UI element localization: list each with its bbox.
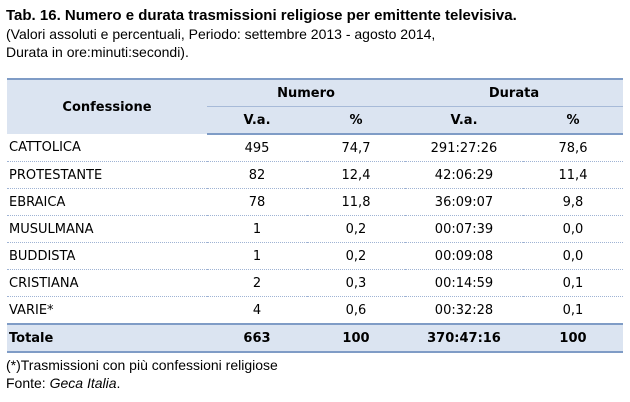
- cell-numero-pct: 0,2: [307, 242, 405, 270]
- table-row: BUDDISTA 1 0,2 00:09:08 0,0: [7, 242, 623, 270]
- cell-durata-va: 00:14:59: [405, 269, 523, 297]
- header-durata: Durata: [405, 78, 623, 107]
- cell-durata-pct: 9,8: [523, 188, 623, 216]
- cell-durata-va: 42:06:29: [405, 161, 523, 189]
- religious-broadcasts-table: Confessione Numero Durata V.a. % V.a. % …: [7, 78, 623, 353]
- cell-confessione: EBRAICA: [7, 188, 207, 216]
- table-row: EBRAICA 78 11,8 36:09:07 9,8: [7, 188, 623, 216]
- cell-confessione: MUSULMANA: [7, 215, 207, 243]
- table-subtitle-line2: Durata in ore:minuti:secondi).: [6, 44, 189, 60]
- footnote: (*)Trasmissioni con più confessioni reli…: [6, 357, 278, 373]
- header-numero: Numero: [207, 78, 405, 107]
- cell-numero-va: 4: [207, 296, 307, 325]
- table-row: PROTESTANTE 82 12,4 42:06:29 11,4: [7, 161, 623, 189]
- total-durata-pct: 100: [523, 323, 623, 353]
- cell-confessione: CRISTIANA: [7, 269, 207, 297]
- table-subtitle-line1: (Valori assoluti e percentuali, Periodo:…: [6, 26, 436, 42]
- header-numero-va: V.a.: [207, 106, 307, 135]
- cell-durata-va: 00:09:08: [405, 242, 523, 270]
- cell-durata-va: 36:09:07: [405, 188, 523, 216]
- cell-numero-va: 82: [207, 161, 307, 189]
- header-confessione: Confessione: [7, 78, 207, 134]
- table-row: MUSULMANA 1 0,2 00:07:39 0,0: [7, 215, 623, 243]
- table-row: VARIE* 4 0,6 00:32:28 0,1: [7, 296, 623, 325]
- header-numero-pct: %: [307, 106, 405, 135]
- source-end: .: [116, 375, 121, 391]
- cell-numero-pct: 12,4: [307, 161, 405, 189]
- cell-numero-pct: 0,6: [307, 296, 405, 325]
- cell-durata-pct: 11,4: [523, 161, 623, 189]
- cell-numero-pct: 74,7: [307, 134, 405, 162]
- table-notes: (*)Trasmissioni con più confessioni reli…: [6, 356, 278, 392]
- cell-numero-va: 1: [207, 215, 307, 243]
- cell-numero-pct: 11,8: [307, 188, 405, 216]
- cell-numero-pct: 0,3: [307, 269, 405, 297]
- header-durata-va: V.a.: [405, 106, 523, 135]
- cell-numero-va: 1: [207, 242, 307, 270]
- cell-durata-pct: 0,0: [523, 242, 623, 270]
- cell-numero-pct: 0,2: [307, 215, 405, 243]
- table-title: Tab. 16. Numero e durata trasmissioni re…: [6, 7, 517, 24]
- cell-numero-va: 495: [207, 134, 307, 162]
- cell-numero-va: 78: [207, 188, 307, 216]
- cell-durata-va: 291:27:26: [405, 134, 523, 162]
- cell-confessione: VARIE*: [7, 296, 207, 325]
- cell-durata-pct: 0,1: [523, 296, 623, 325]
- total-label: Totale: [7, 323, 207, 353]
- cell-numero-va: 2: [207, 269, 307, 297]
- source-line: Fonte: Geca Italia.: [6, 374, 278, 392]
- cell-confessione: PROTESTANTE: [7, 161, 207, 189]
- header-durata-pct: %: [523, 106, 623, 135]
- table-row: CATTOLICA 495 74,7 291:27:26 78,6: [7, 134, 623, 162]
- cell-durata-pct: 78,6: [523, 134, 623, 162]
- table-row: CRISTIANA 2 0,3 00:14:59 0,1: [7, 269, 623, 297]
- table-total-row: Totale 663 100 370:47:16 100: [7, 323, 623, 353]
- table-caption: Tab. 16. Numero e durata trasmissioni re…: [6, 6, 626, 61]
- total-numero-va: 663: [207, 323, 307, 353]
- cell-durata-va: 00:07:39: [405, 215, 523, 243]
- total-durata-va: 370:47:16: [405, 323, 523, 353]
- cell-confessione: CATTOLICA: [7, 134, 207, 162]
- cell-durata-pct: 0,1: [523, 269, 623, 297]
- cell-durata-pct: 0,0: [523, 215, 623, 243]
- total-numero-pct: 100: [307, 323, 405, 353]
- cell-durata-va: 00:32:28: [405, 296, 523, 325]
- source-label: Fonte:: [6, 375, 50, 391]
- cell-confessione: BUDDISTA: [7, 242, 207, 270]
- source-name: Geca Italia: [49, 375, 117, 391]
